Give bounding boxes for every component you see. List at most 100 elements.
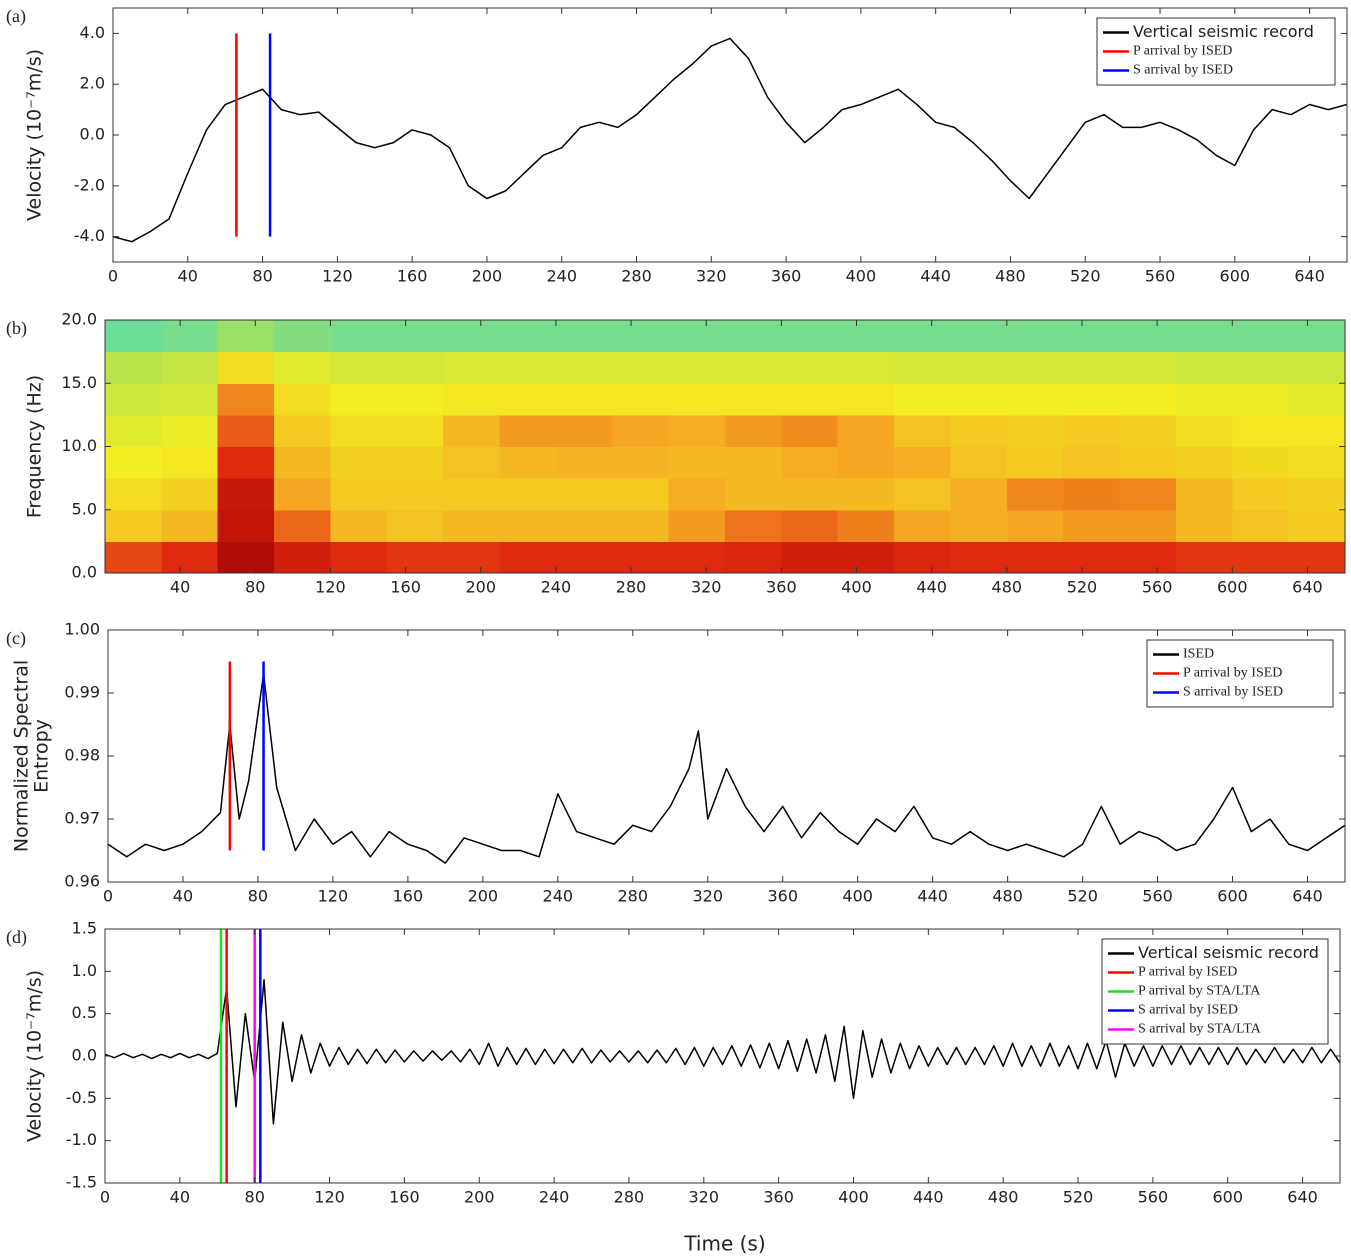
- heatmap-cell: [218, 415, 275, 447]
- heatmap-cell: [218, 478, 275, 510]
- heatmap-cell: [556, 320, 613, 352]
- x-tick-label: 360: [763, 1188, 794, 1207]
- heatmap-cell: [781, 510, 838, 542]
- heatmap-cell: [1289, 478, 1346, 510]
- heatmap-cell: [725, 510, 782, 542]
- heatmap-cell: [1289, 447, 1346, 479]
- x-tick-label: 80: [248, 887, 268, 906]
- x-tick-label: 440: [913, 1188, 944, 1207]
- heatmap-cell: [1120, 478, 1177, 510]
- x-tick-label: 0: [108, 267, 118, 286]
- heatmap-cell: [443, 320, 500, 352]
- heatmap-cell: [781, 383, 838, 415]
- heatmap-cell: [612, 383, 669, 415]
- heatmap-cell: [161, 478, 218, 510]
- y-tick-label: 20.0: [61, 310, 97, 329]
- x-tick-label: 120: [322, 267, 353, 286]
- x-tick-label: 560: [1142, 887, 1173, 906]
- heatmap-cell: [612, 510, 669, 542]
- y-tick-label: 1.0: [72, 961, 97, 980]
- heatmap-cell: [950, 352, 1007, 384]
- heatmap-cell: [612, 415, 669, 447]
- heatmap-cell: [105, 447, 162, 479]
- heatmap-cell: [1063, 352, 1120, 384]
- heatmap-cell: [500, 383, 557, 415]
- x-tick-label: 480: [992, 887, 1023, 906]
- heatmap-cell: [443, 415, 500, 447]
- heatmap-cell: [105, 541, 162, 573]
- heatmap-cell: [274, 447, 331, 479]
- heatmap-cell: [387, 478, 444, 510]
- x-tick-label: 320: [696, 267, 727, 286]
- heatmap-cell: [556, 352, 613, 384]
- heatmap-cell: [838, 320, 895, 352]
- x-tick-label: 480: [988, 1188, 1019, 1207]
- heatmap-cell: [1232, 510, 1289, 542]
- y-tick-label: -1.5: [66, 1173, 97, 1192]
- x-tick-label: 440: [916, 578, 947, 597]
- x-tick-label: 480: [992, 578, 1023, 597]
- heatmap-cell: [1063, 320, 1120, 352]
- heatmap-cell: [950, 320, 1007, 352]
- heatmap-cell: [669, 447, 726, 479]
- x-tick-label: 400: [841, 578, 872, 597]
- x-tick-label: 640: [1292, 578, 1323, 597]
- heatmap-cell: [725, 352, 782, 384]
- heatmap-cell: [1232, 541, 1289, 573]
- heatmap-cell: [274, 383, 331, 415]
- heatmap-cell: [781, 478, 838, 510]
- heatmap-cell: [161, 352, 218, 384]
- heatmap-cell: [1063, 447, 1120, 479]
- y-tick-label: 1.00: [64, 620, 100, 639]
- heatmap-cell: [1007, 478, 1064, 510]
- heatmap-cell: [894, 541, 951, 573]
- heatmap-cell: [669, 352, 726, 384]
- heatmap-cell: [669, 383, 726, 415]
- heatmap-cell: [1120, 320, 1177, 352]
- heatmap-cell: [218, 510, 275, 542]
- heatmap-cell: [725, 541, 782, 573]
- heatmap-cell: [781, 415, 838, 447]
- x-tick-label: 560: [1145, 267, 1176, 286]
- heatmap-cell: [1120, 541, 1177, 573]
- x-tick-label: 600: [1212, 1188, 1243, 1207]
- legend-label: S arrival by ISED: [1133, 63, 1233, 78]
- heatmap-cell: [669, 478, 726, 510]
- x-tick-label: 640: [1292, 887, 1323, 906]
- x-tick-label: 200: [468, 887, 499, 906]
- heatmap-cell: [669, 415, 726, 447]
- heatmap-cell: [612, 352, 669, 384]
- heatmap-cell: [556, 447, 613, 479]
- y-tick-label: 15.0: [61, 373, 97, 392]
- heatmap-cell: [781, 541, 838, 573]
- heatmap-cell: [781, 320, 838, 352]
- x-tick-label: 600: [1220, 267, 1251, 286]
- heatmap-cell: [838, 510, 895, 542]
- heatmap-cell: [218, 541, 275, 573]
- heatmap-cell: [1007, 320, 1064, 352]
- heatmap-cell: [1007, 415, 1064, 447]
- heatmap-cell: [105, 478, 162, 510]
- x-tick-label: 240: [539, 1188, 570, 1207]
- x-tick-label: 520: [1070, 267, 1101, 286]
- heatmap-cell: [1289, 352, 1346, 384]
- y-tick-label: 0.99: [64, 683, 100, 702]
- legend-label: Vertical seismic record: [1138, 943, 1319, 962]
- x-tick-label: 40: [178, 267, 198, 286]
- heatmap-cell: [725, 383, 782, 415]
- x-tick-label: 360: [771, 267, 802, 286]
- heatmap-cell: [274, 415, 331, 447]
- legend-label: P arrival by ISED: [1138, 965, 1237, 980]
- y-tick-label: 0.0: [72, 1046, 97, 1065]
- background: [0, 0, 1351, 1258]
- heatmap-cell: [838, 383, 895, 415]
- heatmap-cell: [443, 447, 500, 479]
- y-tick-label: 0.98: [64, 746, 100, 765]
- x-tick-label: 280: [614, 1188, 645, 1207]
- plot-area: [105, 320, 1346, 574]
- heatmap-cell: [838, 447, 895, 479]
- heatmap-cell: [218, 383, 275, 415]
- heatmap-cell: [1176, 447, 1233, 479]
- heatmap-cell: [330, 541, 387, 573]
